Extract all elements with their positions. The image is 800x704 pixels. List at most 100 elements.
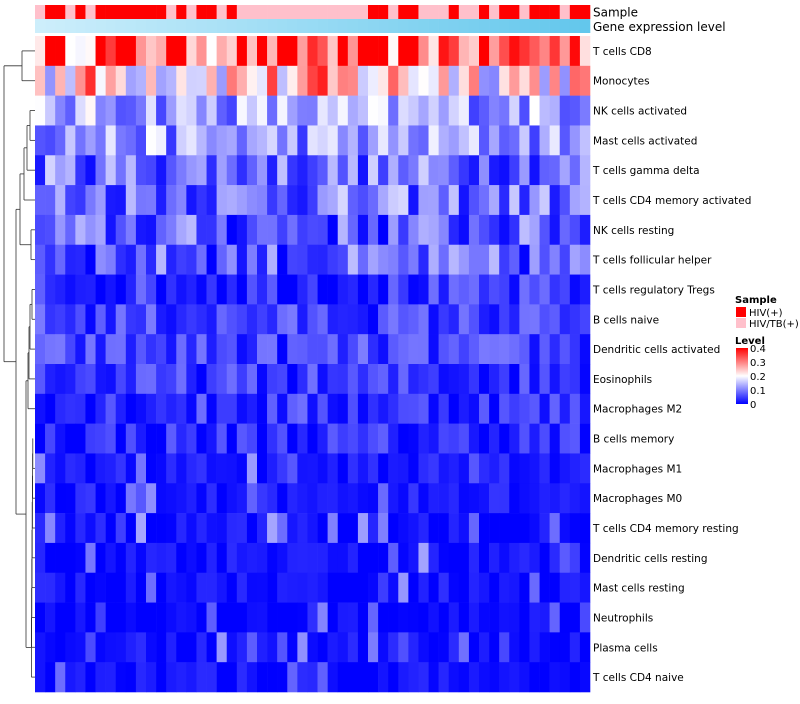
heatmap-cell <box>226 125 238 156</box>
heatmap-cell <box>277 185 288 216</box>
heatmap-cell <box>489 304 500 335</box>
heatmap-cell <box>246 185 258 216</box>
heatmap-cell <box>115 155 127 186</box>
heatmap-cell <box>479 274 490 305</box>
heatmap-cell <box>499 542 510 574</box>
heatmap-cell <box>398 662 409 693</box>
heatmap-cell <box>146 662 157 693</box>
gene-expression-cell <box>216 19 228 33</box>
heatmap-cell <box>267 542 278 574</box>
heatmap-cell <box>347 274 359 305</box>
heatmap-cell <box>125 334 137 365</box>
heatmap-cell <box>95 185 106 216</box>
heatmap-cell <box>549 334 561 365</box>
heatmap-cell <box>448 632 460 663</box>
heatmap-cell <box>226 453 238 484</box>
heatmap-cell <box>337 572 349 603</box>
heatmap-cell <box>428 662 439 693</box>
heatmap-cell <box>85 155 96 186</box>
heatmap-cell <box>388 364 399 395</box>
heatmap-cell <box>45 632 56 663</box>
sample-annotation-cell <box>549 5 561 19</box>
heatmap-cell <box>458 304 470 335</box>
heatmap-cell <box>216 364 228 395</box>
heatmap-cell <box>378 185 389 216</box>
heatmap-cell <box>297 155 308 186</box>
heatmap-cell <box>438 602 450 633</box>
heatmap-cell <box>569 244 581 275</box>
heatmap-cell <box>186 36 197 67</box>
heatmap-cell <box>448 65 460 96</box>
heatmap-cell <box>408 334 419 365</box>
heatmap-cell <box>509 572 520 603</box>
heatmap-cell <box>408 185 419 216</box>
heatmap-cell <box>257 662 268 693</box>
heatmap-cell <box>579 453 591 484</box>
heatmap-cell <box>85 662 96 693</box>
heatmap-cell <box>337 393 349 424</box>
heatmap-cell <box>317 542 328 574</box>
heatmap-cell <box>519 65 530 96</box>
heatmap-cell <box>135 125 147 156</box>
heatmap-cell <box>267 393 278 424</box>
heatmap-cell <box>186 364 197 395</box>
heatmap-cell <box>347 95 359 126</box>
heatmap-cell <box>257 274 268 305</box>
heatmap-cell <box>55 95 66 126</box>
heatmap-cell <box>156 36 167 67</box>
heatmap-cell <box>267 214 278 246</box>
heatmap-cell <box>65 662 76 693</box>
heatmap-cell <box>479 542 490 574</box>
legend-entry-hiv: HIV(+) <box>749 308 783 319</box>
heatmap-cell <box>35 393 46 424</box>
heatmap-cell <box>156 662 167 693</box>
heatmap-cell <box>559 214 571 246</box>
heatmap-cell <box>186 542 197 574</box>
heatmap-cell <box>408 65 419 96</box>
heatmap-cell <box>418 542 429 574</box>
heatmap-cell <box>378 542 389 574</box>
heatmap-cell <box>236 95 248 126</box>
heatmap-cell <box>579 602 591 633</box>
heatmap-cell <box>479 572 490 603</box>
heatmap-cell <box>35 95 46 126</box>
heatmap-cell <box>509 453 520 484</box>
heatmap-cell <box>226 65 238 96</box>
heatmap-cell <box>35 602 46 633</box>
heatmap-cell <box>317 65 328 96</box>
heatmap-cell <box>388 513 399 544</box>
heatmap-cell <box>458 36 470 67</box>
heatmap-cell <box>539 185 550 216</box>
gene-expression-cell <box>579 19 591 33</box>
heatmap-cell <box>368 542 379 574</box>
gene-expression-cell <box>418 19 429 33</box>
heatmap-cell <box>458 513 470 544</box>
heatmap-cell <box>357 244 369 275</box>
heatmap-cell <box>569 364 581 395</box>
heatmap-cell <box>146 632 157 663</box>
heatmap-cell <box>458 662 470 693</box>
heatmap-cell <box>287 602 298 633</box>
heatmap-cell <box>176 393 187 424</box>
heatmap-cell <box>297 423 308 454</box>
heatmap-cell <box>448 36 460 67</box>
heatmap-cell <box>65 65 76 96</box>
heatmap-cell <box>166 632 177 663</box>
heatmap-cell <box>287 453 298 484</box>
heatmap-cell <box>408 572 419 603</box>
heatmap-cell <box>135 244 147 275</box>
heatmap-cell <box>45 185 56 216</box>
heatmap-cell <box>206 185 217 216</box>
heatmap-cell <box>468 483 480 514</box>
heatmap-cell <box>317 513 328 544</box>
heatmap-cell <box>317 36 328 67</box>
heatmap-cell <box>448 125 460 156</box>
heatmap-cell <box>549 513 561 544</box>
heatmap-cell <box>95 602 106 633</box>
heatmap-cell <box>35 513 46 544</box>
heatmap-cell <box>388 393 399 424</box>
heatmap-cell <box>569 36 581 67</box>
heatmap-cell <box>287 334 298 365</box>
heatmap-cell <box>539 513 550 544</box>
heatmap-cell <box>297 36 308 67</box>
